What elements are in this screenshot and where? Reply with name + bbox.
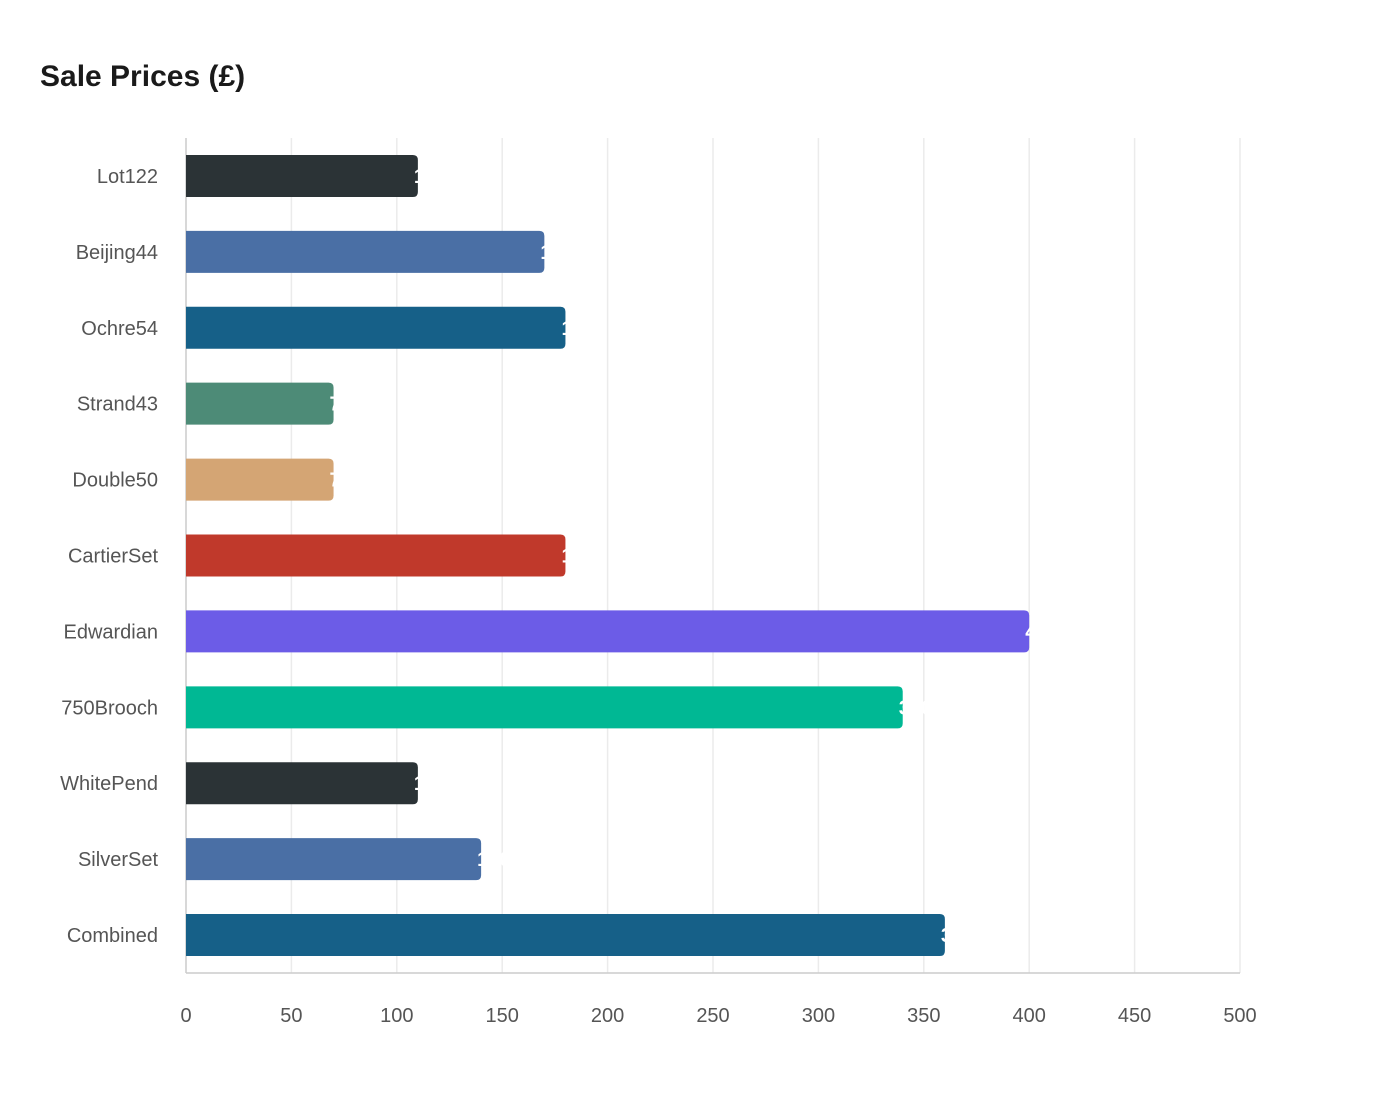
x-tick-label: 400: [1013, 1005, 1046, 1027]
chart-title: Sale Prices (£): [40, 60, 246, 93]
data-label: 180: [561, 546, 594, 568]
y-tick-label: Ochre54: [81, 318, 158, 340]
bar-750brooch: [186, 686, 903, 729]
data-label: 70: [330, 394, 352, 416]
x-tick-label: 300: [802, 1005, 835, 1027]
x-tick-label: 500: [1223, 1005, 1256, 1027]
x-tick-label: 350: [907, 1005, 940, 1027]
data-label: 400: [1025, 621, 1058, 643]
x-tick-label: 150: [486, 1005, 519, 1027]
x-tick-label: 0: [180, 1005, 191, 1027]
data-label: 110: [414, 166, 446, 188]
data-label: 180: [561, 318, 594, 340]
x-tick-label: 200: [591, 1005, 624, 1027]
bar-whitepend: [186, 762, 418, 805]
bar-cartierset: [186, 534, 566, 577]
y-tick-label: CartierSet: [68, 546, 158, 568]
y-tick-label: Lot122: [97, 166, 158, 188]
bar-double50: [186, 458, 334, 501]
bar-lot122: [186, 154, 418, 197]
x-tick-label: 450: [1118, 1005, 1151, 1027]
y-tick-label: Strand43: [77, 394, 158, 416]
bar-silverset: [186, 838, 482, 881]
bar-ochre54: [186, 306, 566, 349]
data-label: 340: [899, 697, 932, 719]
y-tick-label: Beijing44: [76, 242, 158, 264]
data-label: 360: [941, 925, 974, 947]
bar-combined: [186, 914, 945, 957]
y-tick-label: WhitePend: [60, 773, 158, 795]
y-tick-label: 750Brooch: [61, 697, 158, 719]
y-tick-label: Combined: [67, 925, 158, 947]
bar-edwardian: [186, 610, 1030, 653]
data-label: 70: [330, 470, 352, 492]
bar-beijing44: [186, 230, 545, 273]
x-tick-label: 250: [696, 1005, 729, 1027]
data-label: 110: [414, 773, 446, 795]
y-tick-label: SilverSet: [78, 849, 158, 871]
y-tick-label: Double50: [72, 470, 158, 492]
x-tick-label: 100: [380, 1005, 413, 1027]
data-label: 170: [540, 242, 573, 264]
bar-strand43: [186, 382, 334, 425]
data-label: 140: [477, 849, 510, 871]
y-tick-label: Edwardian: [63, 621, 158, 643]
x-tick-label: 50: [280, 1005, 302, 1027]
